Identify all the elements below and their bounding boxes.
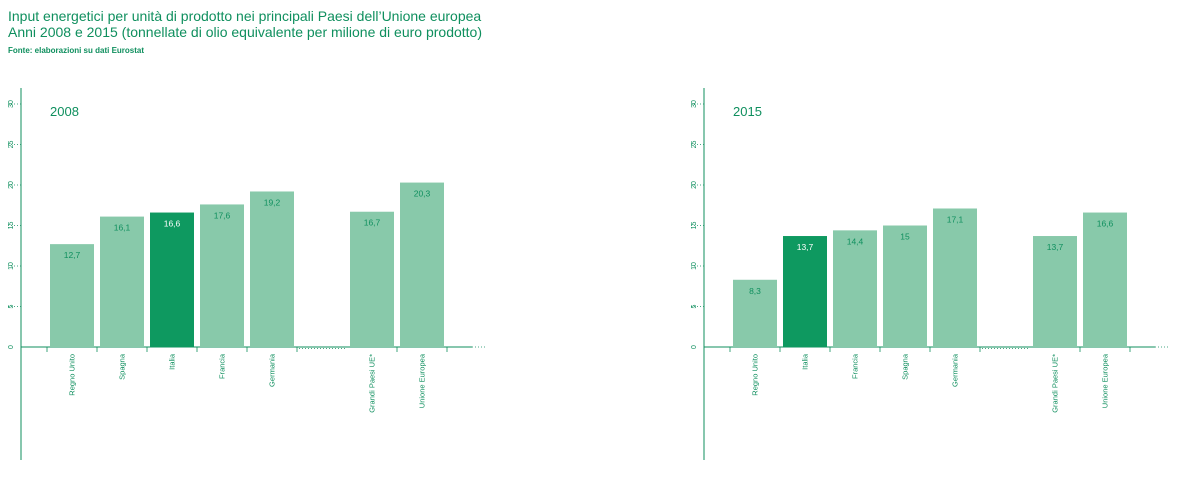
x-category-label: Italia (168, 353, 177, 370)
bar-value-label: 14,4 (847, 236, 864, 246)
x-category-label: Spagna (901, 353, 910, 380)
y-tick-label: 5 (8, 304, 15, 308)
bar-value-label: 8,3 (749, 286, 761, 296)
bar-value-label: 17,6 (214, 210, 231, 220)
bar (150, 212, 194, 347)
panel-title: 2008 (50, 104, 79, 119)
bar (1083, 212, 1127, 347)
x-category-label: Germania (268, 353, 277, 387)
x-category-label: Spagna (118, 353, 127, 380)
y-tick-label: 10 (8, 262, 15, 270)
chart-source: Fonte: elaborazioni su dati Eurostat (8, 46, 145, 55)
y-tick-label: 30 (8, 100, 15, 108)
x-category-label: Francia (851, 353, 860, 379)
bar (883, 225, 927, 347)
chart-header: Input energetici per unità di prodotto n… (8, 8, 482, 56)
y-tick-label: 5 (691, 304, 698, 308)
chart-title-line-1: Input energetici per unità di prodotto n… (8, 8, 482, 24)
y-tick-label: 20 (8, 181, 15, 189)
chart-title-line-2: Anni 2008 e 2015 (tonnellate di olio equ… (8, 24, 482, 40)
bar (733, 279, 777, 347)
bar-value-label: 17,1 (947, 214, 964, 224)
y-tick-label: 25 (691, 141, 698, 149)
bar (350, 211, 394, 347)
bar (833, 230, 877, 347)
x-category-label: Regno Unito (751, 354, 760, 396)
bar-chart-2008: 0 5 10 15 20 25 30 2008 12,7 Regno Unito 16,1 Spagn… (8, 88, 486, 460)
bar (250, 191, 294, 347)
y-tick-label: 0 (691, 345, 698, 349)
bar (100, 216, 144, 347)
y-tick-label: 10 (691, 262, 698, 270)
bar (400, 182, 444, 347)
x-category-label: Grandi Paesi UE* (1051, 354, 1060, 413)
x-category-label: Regno Unito (68, 354, 77, 396)
y-tick-label: 15 (691, 222, 698, 230)
bar (783, 236, 827, 347)
y-tick-label: 25 (8, 141, 15, 149)
bar-value-label: 13,7 (1047, 242, 1064, 252)
bar-value-label: 16,1 (114, 223, 131, 233)
bar-value-label: 13,7 (797, 242, 814, 252)
x-category-label: Francia (218, 353, 227, 379)
y-tick-label: 20 (691, 181, 698, 189)
y-tick-label: 0 (8, 345, 15, 349)
bar-chart-2015: 0 5 10 15 20 25 30 2015 8,3 Regno Unito 13,7 Italia… (691, 88, 1169, 460)
bar-value-label: 12,7 (64, 250, 81, 260)
y-tick-label: 15 (8, 222, 15, 230)
bar (200, 204, 244, 347)
panel-title: 2015 (733, 104, 762, 119)
bar (50, 244, 94, 347)
bar-value-label: 16,6 (1097, 219, 1114, 229)
bar-value-label: 15 (900, 232, 910, 242)
bar-value-label: 16,6 (164, 219, 181, 229)
bar-value-label: 16,7 (364, 218, 381, 228)
y-tick-label: 30 (691, 100, 698, 108)
bar (933, 208, 977, 347)
x-category-label: Italia (801, 353, 810, 370)
x-category-label: Unione Europea (418, 353, 427, 408)
x-category-label: Grandi Paesi UE* (368, 354, 377, 413)
bar-value-label: 19,2 (264, 197, 281, 207)
x-category-label: Unione Europea (1101, 353, 1110, 408)
bar (1033, 236, 1077, 347)
x-category-label: Germania (951, 353, 960, 387)
bar-value-label: 20,3 (414, 189, 431, 199)
